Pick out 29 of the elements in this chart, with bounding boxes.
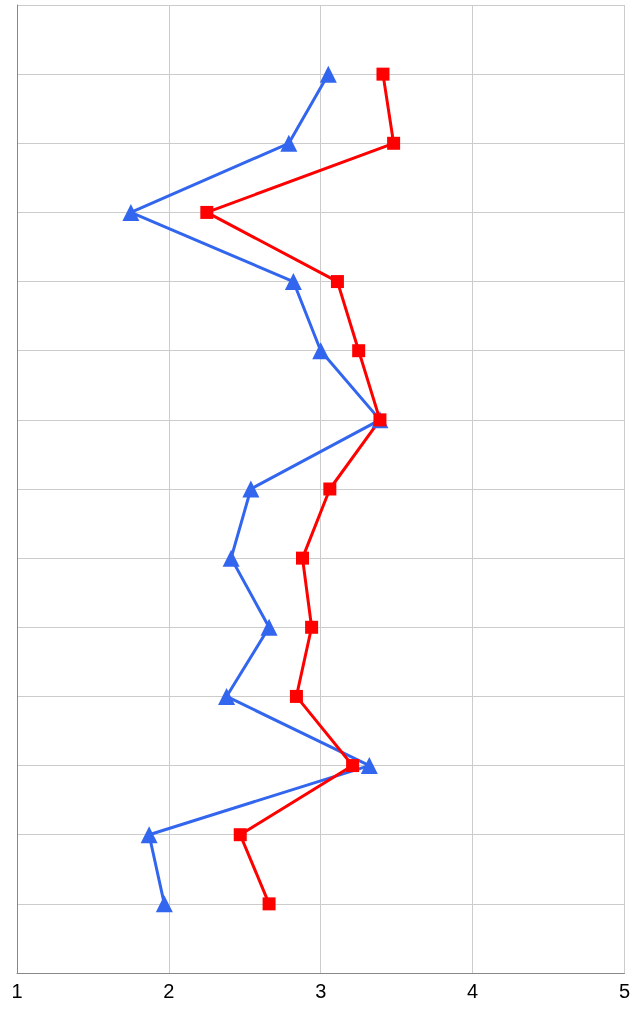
point xyxy=(360,757,378,775)
point xyxy=(376,67,390,81)
x-tick-label: 5 xyxy=(618,980,630,1002)
point xyxy=(323,482,337,496)
point xyxy=(312,342,330,360)
point xyxy=(242,480,260,498)
point xyxy=(155,895,173,913)
point xyxy=(280,134,298,152)
point xyxy=(218,687,236,705)
point xyxy=(233,828,247,842)
x-tick-label: 2 xyxy=(163,980,175,1002)
point xyxy=(387,136,401,150)
point xyxy=(260,618,278,636)
point xyxy=(262,897,276,911)
x-tick-label: 3 xyxy=(315,980,327,1002)
point xyxy=(222,549,240,567)
point xyxy=(319,65,337,83)
point xyxy=(296,551,309,565)
point xyxy=(352,344,366,358)
point xyxy=(305,620,319,634)
point xyxy=(346,759,360,773)
point xyxy=(200,205,214,219)
x-tick-label: 4 xyxy=(467,980,479,1002)
point xyxy=(140,826,158,844)
point xyxy=(122,203,140,221)
point xyxy=(284,273,302,291)
point xyxy=(289,689,303,703)
x-tick-label: 1 xyxy=(11,980,23,1002)
point xyxy=(330,275,344,289)
